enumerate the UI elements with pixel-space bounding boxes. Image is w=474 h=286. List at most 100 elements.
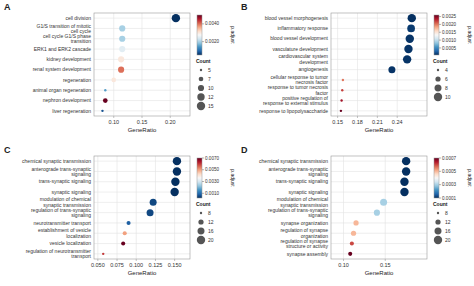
panel: Acell divisionG1/S transition of mitotic… [4, 2, 236, 133]
colorbar-tick [202, 181, 204, 182]
legend-marker [434, 93, 442, 101]
x-tick [377, 116, 378, 118]
panel-label: A [4, 2, 11, 12]
legend-marker [199, 77, 204, 82]
dot [121, 242, 125, 246]
grid-line-y [331, 161, 427, 162]
colorbar-tick [439, 40, 441, 41]
y-tick-label-line: transition [71, 38, 92, 44]
x-tick [343, 259, 344, 261]
y-tick-label: regeneration [63, 77, 91, 83]
dot [340, 110, 342, 112]
x-tick-label: 0.10 [108, 119, 119, 125]
colorbar-tick [439, 158, 441, 159]
colorbar-tick-label: 0.0001 [442, 196, 456, 201]
dot [111, 78, 116, 83]
colorbar-tick-label: 0.0005 [442, 169, 456, 174]
colorbar-tick-label: 0.0025 [442, 14, 456, 19]
dot [118, 56, 124, 62]
dot [101, 110, 103, 112]
grid-line-y [331, 253, 427, 254]
y-tick-label: neurotransmitter transport [33, 220, 91, 226]
dot [171, 178, 179, 186]
colorbar-tick [202, 158, 204, 159]
y-tick-label-line: inflammatory response [277, 25, 328, 31]
x-tick-label: 0.10 [338, 262, 349, 268]
dots [102, 157, 181, 255]
y-tick-label: regulation of trans-synapticsignaling [268, 207, 329, 218]
y-tick-label: regulation of synapsestructure or activi… [280, 238, 328, 249]
legend-marker [435, 228, 442, 235]
dot [400, 188, 408, 196]
y-tick-label: blood vessel development [270, 35, 328, 41]
y-tick-label: kidney development [47, 56, 92, 62]
legend-marker [435, 85, 442, 92]
y-tick-label: anterograde trans-synapticsignaling [32, 166, 92, 177]
colorbar-tick [202, 41, 204, 42]
y-tick-label: chemical synaptic transmission [259, 158, 328, 164]
legend-marker [200, 69, 202, 71]
grid-line-y [94, 233, 190, 234]
dots [348, 157, 410, 256]
y-tick-label-line: trans-synaptic signaling [39, 178, 91, 184]
dot [374, 210, 380, 216]
y-tick-label-line: neurotransmitter transport [33, 220, 91, 226]
dot [403, 55, 411, 63]
y-tick-label-line: regeneration [63, 77, 91, 83]
y-tick-label: synaptic signaling [289, 189, 329, 195]
y-tick-label-line: synaptic signaling [289, 189, 329, 195]
y-tick-label-line: structure or activity [286, 243, 328, 249]
legend-marker [197, 93, 204, 100]
dot [103, 98, 108, 103]
x-tick-label: 0.050 [91, 262, 105, 268]
x-tick [113, 116, 114, 118]
dot [172, 14, 180, 22]
x-tick-label: 0.150 [168, 262, 182, 268]
legend-label: 20 [445, 237, 451, 243]
dot [350, 242, 354, 246]
x-tick-label: 0.15 [332, 119, 343, 125]
colorbar-tick [202, 193, 204, 194]
legend-label: 5 [208, 67, 211, 73]
x-axis-label: GeneRatio [128, 270, 157, 276]
y-tick-label: vasculature development [272, 46, 328, 52]
legend-label: 16 [208, 228, 214, 234]
colorbar-tick [439, 16, 441, 17]
y-tick-label-line: blood vessel development [270, 35, 328, 41]
colorbar-tick-label: 0.0030 [205, 179, 219, 184]
grid-line-y [94, 222, 190, 223]
colorbar-tick-label: 0.0040 [205, 21, 219, 26]
y-tick-label-line: synaptic signaling [52, 189, 92, 195]
x-tick-label: 0.21 [372, 119, 383, 125]
grid-line-y [331, 192, 427, 193]
x-tick-label: 0.15 [380, 262, 391, 268]
grid-line-y [331, 110, 427, 111]
dot [380, 199, 387, 206]
y-tick-label-line: signaling [71, 212, 91, 218]
grid-line-y [94, 28, 190, 29]
grid-line-y [94, 90, 190, 91]
panel: Cchemical synaptic transmissionanterogra… [4, 145, 236, 276]
y-tick-label: vesicle localization [50, 240, 92, 246]
grid-line-y [331, 100, 427, 101]
colorbar [434, 15, 439, 55]
colorbar-tick [202, 23, 204, 24]
grid-line-y [94, 253, 190, 254]
y-tick-label: nephron development [43, 97, 92, 103]
plot-frame [94, 13, 190, 116]
legend-label: 8 [445, 85, 448, 91]
y-tick-label-line: vasculature development [272, 46, 328, 52]
x-tick [337, 116, 338, 118]
y-tick-label: animal organ regeneration [33, 87, 92, 93]
dot [348, 252, 352, 256]
grid-line-y [331, 171, 427, 172]
grid-line-y [331, 79, 427, 80]
legend-label: 20 [208, 237, 214, 243]
legend-title: Count [196, 201, 211, 207]
y-tick-label-line: blood vessel morphogenesis [265, 15, 329, 21]
dot [351, 231, 356, 236]
y-tick-label: liver regeneration [52, 108, 91, 114]
x-tick [117, 259, 118, 261]
y-tick-label-line: signaling [308, 212, 328, 218]
colorbar-tick-label: 0.0015 [442, 30, 456, 35]
